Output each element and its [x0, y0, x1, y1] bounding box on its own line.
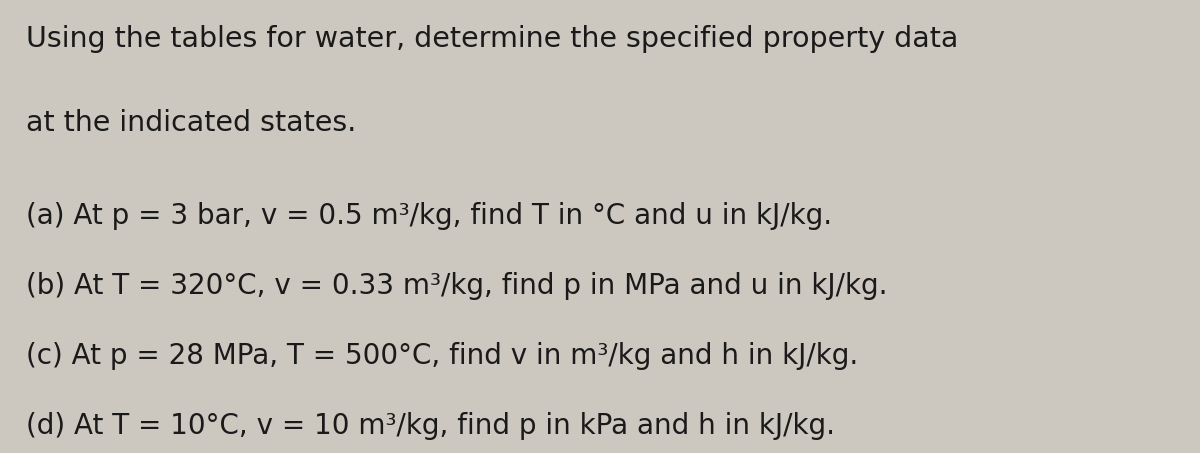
- Text: (c) At p = 28 MPa, T = 500°C, find v in m³/kg and h in kJ/kg.: (c) At p = 28 MPa, T = 500°C, find v in …: [26, 342, 859, 370]
- Text: (a) At p = 3 bar, v = 0.5 m³/kg, find T in °C and u in kJ/kg.: (a) At p = 3 bar, v = 0.5 m³/kg, find T …: [26, 202, 833, 230]
- Text: at the indicated states.: at the indicated states.: [26, 109, 356, 137]
- Text: Using the tables for water, determine the specified property data: Using the tables for water, determine th…: [26, 25, 959, 53]
- Text: (d) At T = 10°C, v = 10 m³/kg, find p in kPa and h in kJ/kg.: (d) At T = 10°C, v = 10 m³/kg, find p in…: [26, 412, 835, 440]
- Text: (b) At T = 320°C, v = 0.33 m³/kg, find p in MPa and u in kJ/kg.: (b) At T = 320°C, v = 0.33 m³/kg, find p…: [26, 272, 888, 300]
